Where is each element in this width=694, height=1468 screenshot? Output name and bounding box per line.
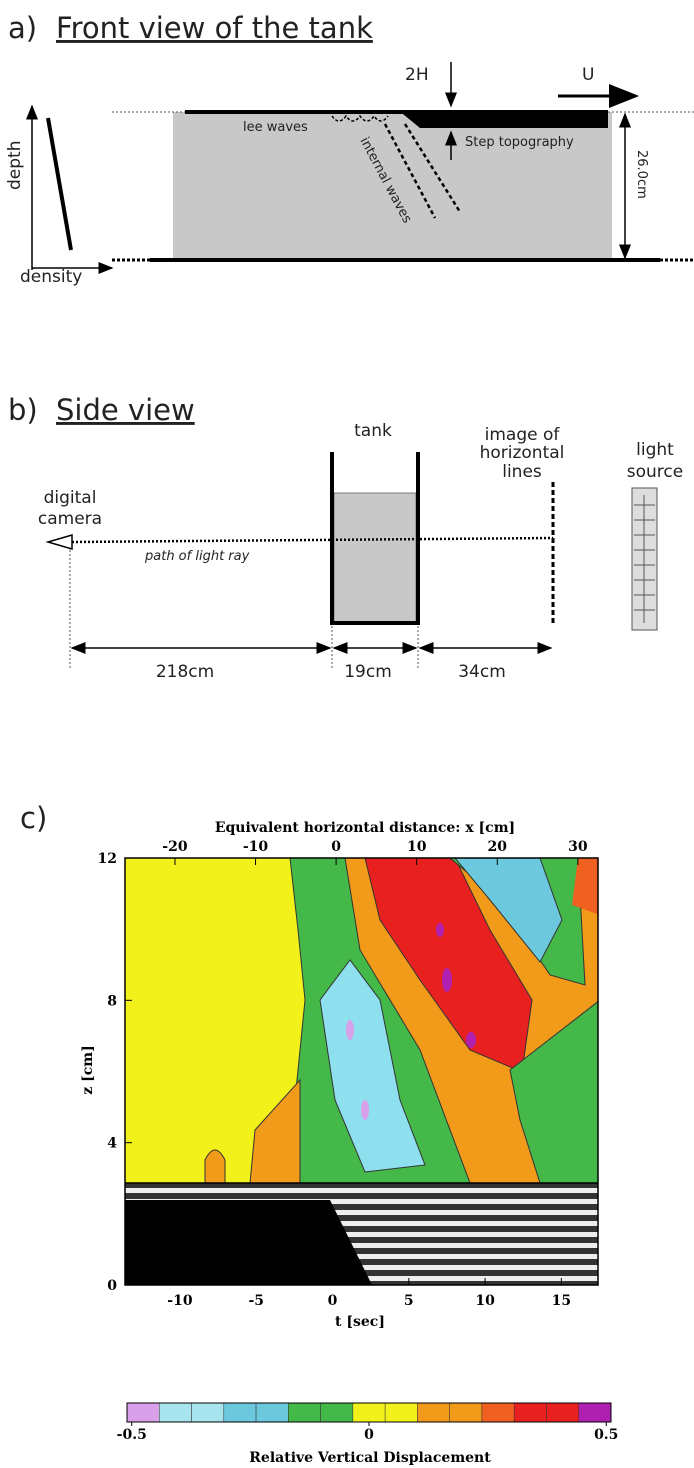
top-axis-label: Equivalent horizontal distance: x [cm] <box>215 820 515 836</box>
speed-label: U <box>582 65 594 85</box>
colorbar-cell <box>255 1402 289 1423</box>
colorbar-cell <box>481 1402 515 1423</box>
step-height-label: 2H <box>405 65 429 85</box>
panel-label: b) <box>8 393 38 427</box>
contour-field <box>125 858 598 1183</box>
z-tick-label: 4 <box>107 1136 117 1152</box>
density-label: density <box>20 267 82 287</box>
x-tick-label: 30 <box>568 839 588 855</box>
camera-label: digital <box>44 488 97 508</box>
colorbar-cell <box>159 1402 192 1423</box>
colorbar-cell <box>126 1402 160 1423</box>
tank-water <box>333 492 417 623</box>
colorbar-tick-label: 0 <box>364 1427 374 1443</box>
density-profile <box>46 117 73 251</box>
z-tick-label: 0 <box>107 1278 117 1294</box>
light-ray <box>71 536 554 544</box>
tank-depth-label: 26.0cm <box>634 150 649 199</box>
distance-label: 34cm <box>458 662 506 682</box>
t-tick-label: -10 <box>167 1293 193 1309</box>
colorbar-cell <box>513 1402 547 1423</box>
image-label: lines <box>502 462 542 482</box>
step-topography-label: Step topography <box>465 135 574 150</box>
camera-label: camera <box>38 509 102 529</box>
panel-title: Side view <box>56 393 195 427</box>
step-topography <box>398 110 608 128</box>
colorbar: -0.5 0 0.5 <box>117 1402 618 1443</box>
panel-title: Front view of the tank <box>56 11 373 45</box>
topography-shadow <box>125 1200 372 1285</box>
x-tick-label: -20 <box>162 839 188 855</box>
image-label: horizontal <box>480 443 565 463</box>
internal-wave <box>403 123 462 213</box>
t-tick-label: 10 <box>475 1293 495 1309</box>
light-source-label: source <box>627 462 683 482</box>
x-tick-label: 20 <box>488 839 508 855</box>
t-axis-label: t [sec] <box>335 1314 385 1330</box>
distance-label: 19cm <box>344 662 392 682</box>
lee-waves <box>331 114 389 122</box>
colorbar-cell <box>191 1402 225 1423</box>
colorbar-cell <box>352 1402 386 1423</box>
colorbar-cell <box>578 1402 612 1423</box>
colorbar-cell <box>449 1402 483 1423</box>
tank-label: tank <box>354 421 392 441</box>
colorbar-tick-label: 0.5 <box>594 1427 618 1443</box>
t-tick-label: 5 <box>404 1293 414 1309</box>
colorbar-cell <box>288 1402 321 1423</box>
plot-frame <box>124 857 599 1286</box>
colorbar-cell <box>417 1402 450 1423</box>
z-axis-label: z [cm] <box>80 1045 96 1094</box>
colorbar-label: Relative Vertical Displacement <box>249 1450 491 1466</box>
colorbar-cell <box>546 1402 579 1423</box>
lee-waves-label: lee waves <box>243 120 308 135</box>
light-source-lines <box>634 495 655 623</box>
z-tick-label: 12 <box>98 851 117 867</box>
panel-label: a) <box>8 11 37 45</box>
light-ray-label: path of light ray <box>144 549 250 564</box>
t-tick-label: 15 <box>552 1293 571 1309</box>
camera <box>45 534 73 550</box>
x-tick-label: 10 <box>407 839 427 855</box>
distance-label: 218cm <box>156 662 214 682</box>
x-tick-label: -10 <box>243 839 269 855</box>
colorbar-cell <box>384 1402 418 1423</box>
light-source-label: light <box>636 440 674 460</box>
t-tick-label: -5 <box>248 1293 264 1309</box>
image-label: image of <box>485 425 561 445</box>
tank-walls <box>330 452 420 625</box>
z-tick-label: 8 <box>107 993 117 1009</box>
t-tick-label: 0 <box>328 1293 338 1309</box>
x-tick-label: 0 <box>331 839 341 855</box>
colorbar-cell <box>320 1402 354 1423</box>
colorbar-cell <box>223 1402 257 1423</box>
colorbar-tick-label: -0.5 <box>117 1427 147 1443</box>
depth-label: depth <box>5 141 25 190</box>
internal-wave <box>383 123 437 219</box>
panel-label: c) <box>20 801 47 835</box>
